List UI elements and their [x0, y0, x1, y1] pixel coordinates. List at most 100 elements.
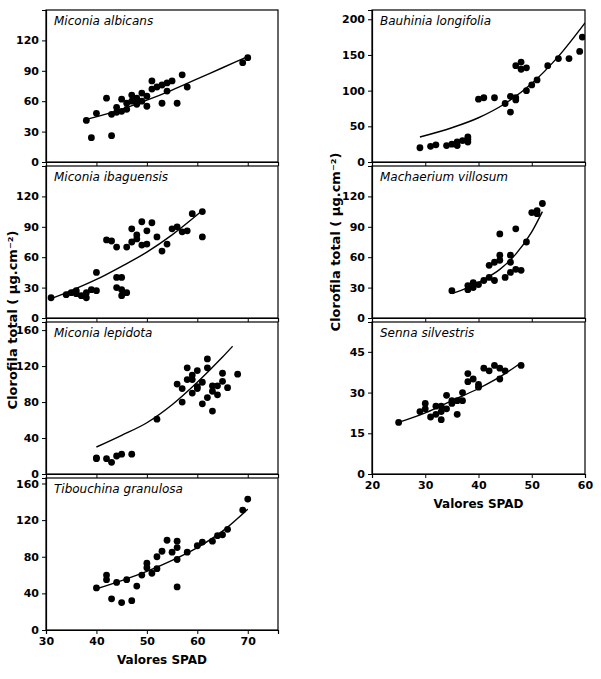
tick [197, 474, 198, 478]
point [219, 370, 226, 377]
tick-label: 50 [140, 635, 156, 648]
tick: 120 [16, 190, 46, 203]
tick-mark [425, 162, 426, 166]
point [199, 400, 206, 407]
tick: 30 [24, 126, 46, 139]
point [443, 405, 450, 412]
tick-mark [197, 318, 198, 322]
tick [96, 162, 97, 166]
point [214, 382, 221, 389]
point [123, 244, 130, 251]
tick-label: 50 [525, 479, 541, 492]
tick: 40 [89, 630, 105, 648]
tick [479, 318, 480, 322]
axis-line [42, 479, 47, 631]
point [164, 537, 171, 544]
point [113, 244, 120, 251]
point [417, 144, 424, 151]
point [184, 364, 191, 371]
tick: 50 [350, 120, 372, 133]
point [93, 454, 100, 461]
tick-label: 30 [24, 126, 40, 139]
panel: 050100150200Bauhinia longifolia [342, 10, 586, 169]
tick: 45 [350, 346, 372, 359]
tick-label: 60 [24, 95, 40, 108]
tick-mark [42, 402, 46, 403]
tick: 200 [342, 13, 372, 26]
point [138, 218, 145, 225]
frame [372, 166, 585, 318]
panel-title: Miconia lepidota [54, 326, 152, 340]
tick-mark [368, 352, 372, 353]
tick: 120 [16, 360, 46, 373]
point [133, 236, 140, 243]
point [143, 103, 150, 110]
plot-area [83, 54, 251, 141]
tick-label: 60 [190, 635, 206, 648]
point [174, 544, 181, 551]
fit-curve [96, 346, 232, 447]
point [214, 391, 221, 398]
tick-mark [42, 366, 46, 367]
tick-mark [42, 474, 46, 475]
tick-label: 30 [350, 282, 366, 295]
tick [197, 162, 198, 166]
tick-label: 15 [350, 427, 365, 440]
tick-mark [585, 162, 586, 166]
x-axis-title: Valores SPAD [433, 497, 523, 511]
point [234, 371, 241, 378]
tick-label: 40 [89, 635, 105, 648]
tick [147, 162, 148, 166]
point [88, 134, 95, 141]
point [224, 384, 231, 391]
point [470, 376, 477, 383]
tick-mark [42, 257, 46, 258]
tick-mark [42, 520, 46, 521]
panel-title: Machaerium villosum [380, 170, 508, 184]
tick-label: 0 [31, 624, 39, 637]
point [174, 584, 181, 591]
fit-curve [452, 212, 543, 294]
y-axis: 050100150200 [342, 11, 372, 170]
point [93, 455, 100, 462]
tick-mark [42, 593, 46, 594]
tick: 15 [350, 427, 372, 440]
tick: 80 [24, 551, 46, 564]
point [174, 381, 181, 388]
point [103, 95, 110, 102]
tick-mark [368, 318, 372, 319]
point [219, 378, 226, 385]
tick-label: 50 [350, 120, 366, 133]
y-axis: 04080120160 [16, 478, 46, 638]
point [491, 94, 498, 101]
tick-mark [96, 630, 97, 634]
tick-mark [42, 318, 46, 319]
plot-area [417, 23, 585, 151]
point [159, 100, 166, 107]
tick-mark [585, 474, 586, 478]
tick-label: 80 [24, 551, 40, 564]
tick-label: 40 [24, 587, 40, 600]
tick-mark [42, 101, 46, 102]
tick-label: 80 [24, 396, 40, 409]
point [486, 367, 493, 374]
tick-mark [368, 196, 372, 197]
tick-mark [479, 318, 480, 322]
point [108, 595, 115, 602]
tick-mark [42, 196, 46, 197]
tick [248, 474, 249, 478]
point [194, 385, 201, 392]
tick [532, 318, 533, 322]
point [204, 394, 211, 401]
axis-line [368, 11, 373, 163]
y-axis: 0306090120 [16, 167, 46, 326]
tick-label: 20 [365, 479, 381, 492]
tick-mark [368, 288, 372, 289]
point [149, 78, 156, 85]
tick-mark [96, 318, 97, 322]
tick-mark [248, 162, 249, 166]
tick-mark [42, 288, 46, 289]
axis-line [373, 475, 586, 479]
point [518, 59, 525, 66]
tick: 160 [16, 478, 46, 491]
